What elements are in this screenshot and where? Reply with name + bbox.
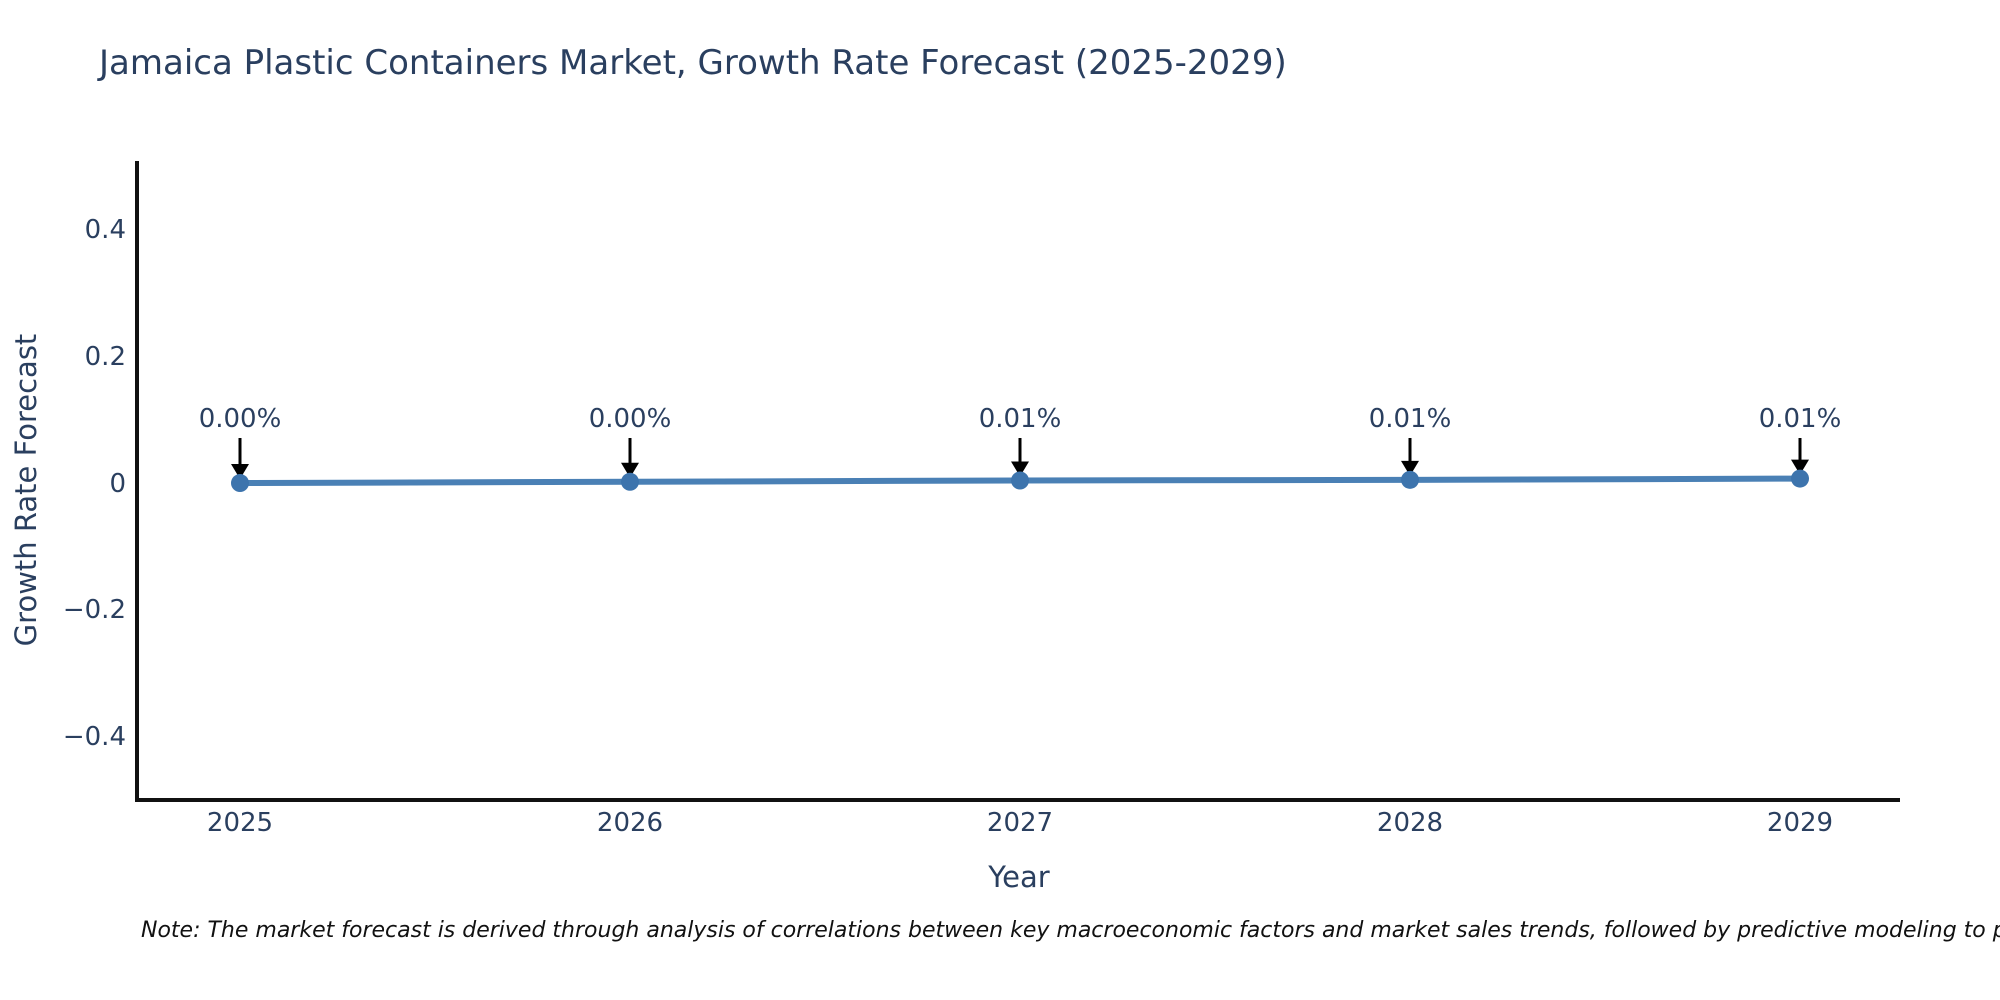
annotation-arrowhead	[1791, 459, 1809, 475]
data-point	[621, 472, 639, 491]
annotation-label: 0.00%	[588, 404, 672, 434]
annotation-arrowhead	[1401, 460, 1419, 476]
annotation-label: 0.01%	[1758, 404, 1842, 434]
annotation-arrowhead	[621, 462, 639, 478]
annotation-label: 0.00%	[198, 404, 282, 434]
x-tick-label: 2027	[986, 808, 1054, 838]
annotation-arrowhead	[231, 464, 249, 480]
data-point	[1791, 469, 1809, 488]
y-axis-line	[135, 161, 139, 802]
data-point	[1401, 470, 1419, 489]
data-point	[1011, 471, 1029, 490]
x-tick-label: 2029	[1766, 808, 1834, 838]
y-tick-label: 0.4	[84, 215, 126, 245]
data-point	[231, 474, 249, 493]
x-tick-label: 2025	[206, 808, 274, 838]
note-text: Note: The market forecast is derived thr…	[141, 918, 2000, 943]
annotation-label: 0.01%	[1368, 404, 1452, 434]
x-axis-line	[135, 798, 1900, 802]
y-tick-label: −0.2	[62, 595, 126, 625]
x-tick-label: 2028	[1376, 808, 1444, 838]
y-tick-label: 0.2	[84, 342, 126, 372]
chart-title: Jamaica Plastic Containers Market, Growt…	[99, 43, 1287, 83]
x-axis-title: Year	[988, 860, 1050, 894]
annotation-label: 0.01%	[978, 404, 1062, 434]
annotation-arrowhead	[1011, 461, 1029, 477]
x-tick-label: 2026	[596, 808, 664, 838]
y-tick-label: −0.4	[62, 722, 126, 752]
y-tick-label: 0	[109, 469, 126, 499]
